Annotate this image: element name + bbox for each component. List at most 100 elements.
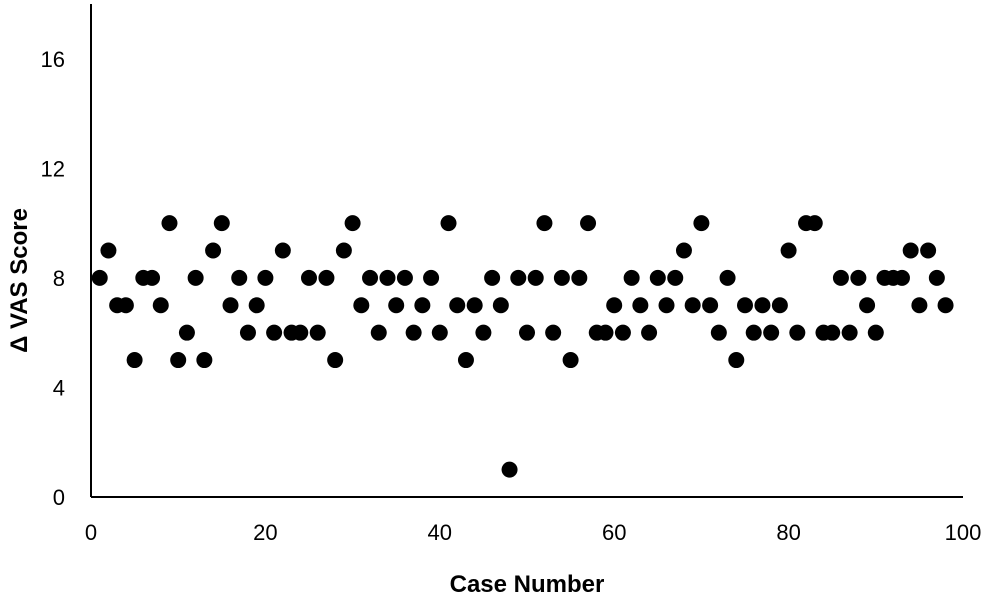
data-point [327,352,344,369]
data-point [431,324,448,341]
data-point [719,269,736,286]
data-point [527,269,544,286]
data-point [850,269,867,286]
data-point [606,297,623,314]
data-point [292,324,309,341]
data-point [492,297,509,314]
data-point [449,297,466,314]
data-point [754,297,771,314]
data-point [832,269,849,286]
data-point [362,269,379,286]
y-tick-label: 12 [41,156,65,181]
data-point [475,324,492,341]
data-point [100,242,117,259]
data-point [318,269,335,286]
y-tick-label: 16 [41,47,65,72]
data-point [580,215,597,232]
data-points [91,215,954,478]
data-point [126,352,143,369]
data-point [597,324,614,341]
x-tick-label: 60 [602,520,626,545]
y-tick-labels: 0 4 8 12 16 [41,47,65,510]
data-point [414,297,431,314]
data-point [745,324,762,341]
y-axis-title: Δ VAS Score [6,208,33,353]
data-point [353,297,370,314]
data-point [658,297,675,314]
data-point [693,215,710,232]
data-point [501,461,518,478]
x-tick-label: 40 [428,520,452,545]
data-point [370,324,387,341]
data-point [187,269,204,286]
data-point [222,297,239,314]
data-point [920,242,937,259]
data-point [117,297,134,314]
data-point [344,215,361,232]
data-point [702,297,719,314]
data-point [152,297,169,314]
data-point [641,324,658,341]
data-point [484,269,501,286]
data-point [553,269,570,286]
data-point [902,242,919,259]
data-point [562,352,579,369]
data-point [170,352,187,369]
y-tick-label: 0 [53,485,65,510]
data-point [675,242,692,259]
data-point [466,297,483,314]
data-point [144,269,161,286]
x-tick-label: 100 [945,520,982,545]
data-point [510,269,527,286]
data-point [824,324,841,341]
data-point [213,215,230,232]
data-point [519,324,535,341]
data-point [911,297,928,314]
data-point [379,269,396,286]
data-point [161,215,178,232]
data-point [806,215,823,232]
data-point [196,352,213,369]
data-point [710,324,727,341]
x-tick-label: 0 [85,520,97,545]
data-point [205,242,222,259]
data-point [859,297,876,314]
data-point [91,269,108,286]
data-point [789,324,806,341]
data-point [614,324,631,341]
data-point [178,324,195,341]
data-point [728,352,745,369]
data-point [737,297,753,314]
data-point [257,269,274,286]
data-point [928,269,945,286]
data-point [937,297,954,314]
y-tick-label: 4 [53,375,65,400]
data-point [335,242,352,259]
data-point [301,269,317,286]
data-point [632,297,649,314]
data-point [266,324,283,341]
data-point [771,297,788,314]
data-point [623,269,640,286]
data-point [239,324,256,341]
data-point [684,297,701,314]
data-point [405,324,422,341]
x-tick-labels: 0 20 40 60 80 100 [85,520,981,545]
data-point [457,352,474,369]
data-point [763,324,780,341]
data-point [440,215,457,232]
data-point [649,269,666,286]
data-point [545,324,562,341]
x-axis-title: Case Number [450,571,605,598]
data-point [867,324,884,341]
data-point [231,269,248,286]
x-tick-label: 80 [776,520,800,545]
data-point [571,269,588,286]
data-point [309,324,326,341]
data-point [396,269,413,286]
data-point [274,242,291,259]
data-point [780,242,797,259]
data-point [536,215,553,232]
y-tick-label: 8 [53,266,65,291]
